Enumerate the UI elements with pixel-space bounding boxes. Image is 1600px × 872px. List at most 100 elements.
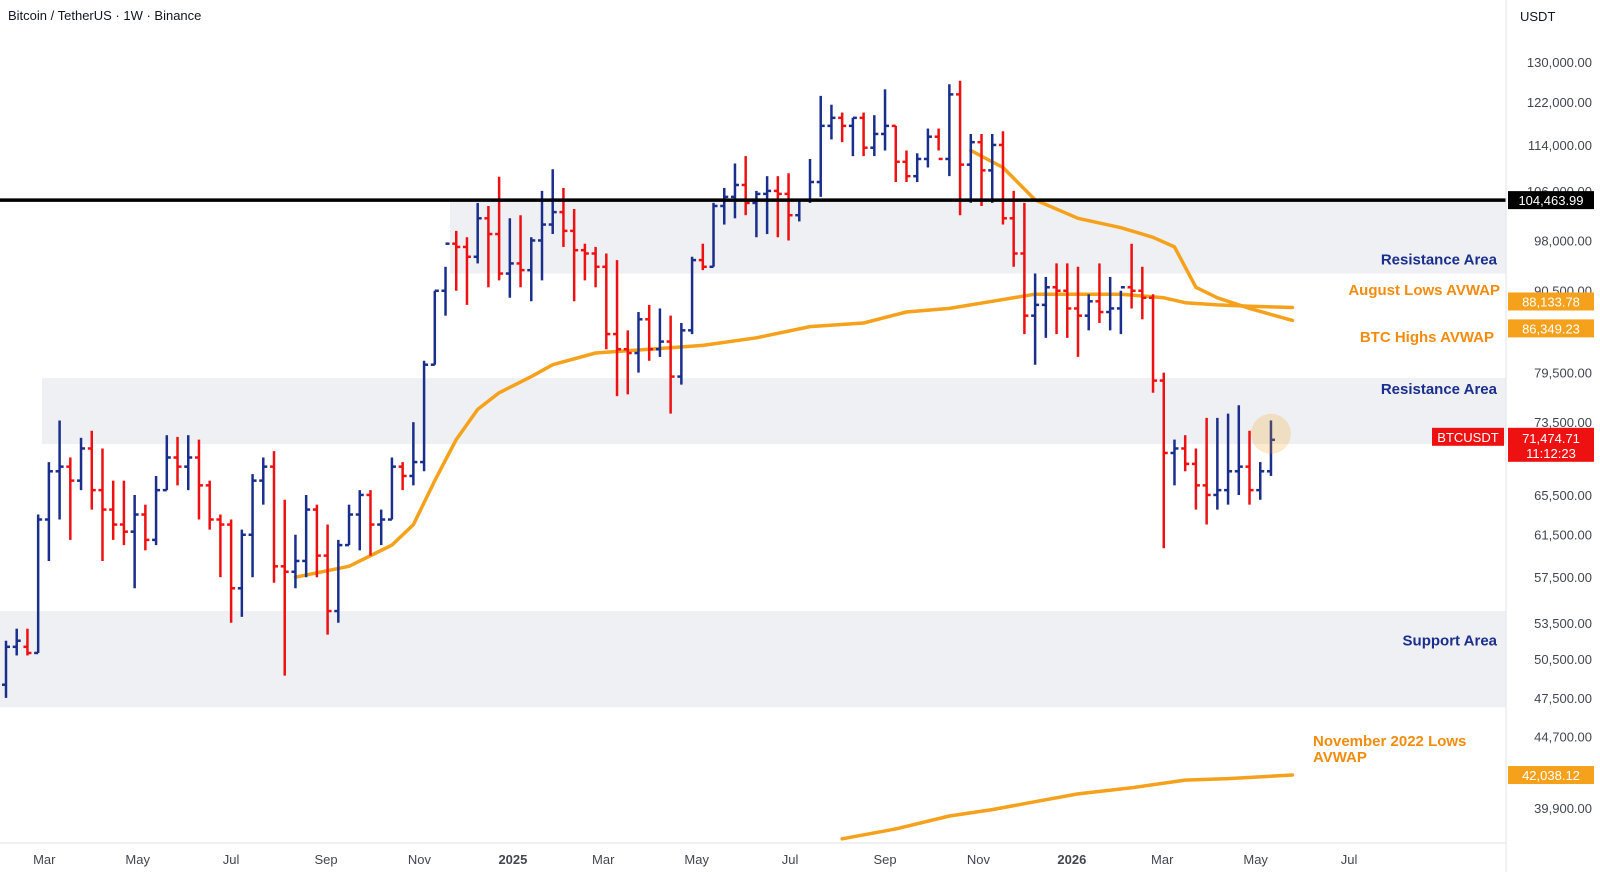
ohlc-bar [302,494,311,578]
ohlc-bar [998,131,1007,225]
ohlc-bar [1191,448,1200,510]
ohlc-bar [98,448,107,561]
ohlc-bar [623,330,632,395]
x-tick-label: 2026 [1057,852,1086,867]
zone-label-1: Resistance Area [1381,381,1498,398]
ohlc-bar [259,457,268,505]
x-tick-label: Sep [873,852,896,867]
ohlc-bar [934,128,943,161]
avwap-line-0 [969,148,1295,323]
chart-title: Bitcoin / TetherUS · 1W · Binance [8,8,202,23]
ohlc-bar [409,422,418,486]
ohlc-bar [613,260,622,397]
ohlc-bar [730,163,739,219]
ohlc-bar [441,242,450,316]
ohlc-bar [1138,266,1147,320]
ohlc-bar [763,176,772,235]
ohlc-bar [2,640,10,698]
ohlc-bar [484,205,493,288]
x-tick-label: Mar [33,852,56,867]
svg-text:88,133.78: 88,133.78 [1522,294,1580,309]
zone-0 [450,200,1506,274]
x-tick-label: Jul [1341,852,1358,867]
x-tick-label: Sep [314,852,337,867]
y-tick-label: 79,500.00 [1534,366,1592,381]
ohlc-bar [720,187,729,225]
y-tick-label: 50,500.00 [1534,652,1592,667]
ohlc-bar [570,209,579,302]
ohlc-bar [838,112,847,143]
x-tick-label: Jul [223,852,240,867]
ohlc-bar [1084,294,1093,331]
x-tick-label: Nov [408,852,432,867]
ohlc-bar [1234,405,1243,495]
ohlc-bar [55,420,64,520]
ohlc-bar [152,475,161,546]
ohlc-bar [977,133,986,206]
ohlc-bar [323,524,332,635]
zone-2 [0,611,1506,708]
ohlc-bar [387,457,396,521]
y-tick-label: 130,000.00 [1527,55,1592,70]
ohlc-bar [34,514,43,655]
ohlc-bar [741,156,750,216]
ohlc-bar [119,480,128,546]
svg-text:42,038.12: 42,038.12 [1522,768,1580,783]
annotation-layer: Resistance Area Resistance Area Support Ar… [1250,251,1504,766]
ohlc-bar [1159,372,1168,549]
svg-text:104,463.99: 104,463.99 [1518,193,1583,208]
zone-1 [42,378,1506,445]
x-tick-label: May [125,852,150,867]
ohlc-bar [881,89,890,151]
ohlc-bar [44,462,53,561]
ohlc-bar [430,289,439,366]
ohlc-bar [784,173,793,241]
ohlc-bar [377,509,386,546]
ohlc-bar [527,237,536,302]
ohlc-bar [677,322,686,385]
ohlc-bar [827,104,836,140]
ohlc-bar [923,128,932,168]
ohlc-bar [1202,417,1211,525]
ohlc-bar [1031,273,1040,365]
ohlc-bar [773,176,782,238]
ohlc-bar [312,504,321,578]
y-tick-label: 61,500.00 [1534,528,1592,543]
ohlc-bar [77,437,86,491]
ohlc-bar [173,436,182,486]
y-tick-label: 114,000.00 [1528,138,1592,153]
ohlc-bar [237,529,246,617]
y-tick-label: 65,500.00 [1534,488,1592,503]
ohlc-bar [559,187,568,247]
resistance-price-badge: 104,463.99 [1508,191,1594,210]
ohlc-bar [902,150,911,183]
svg-text:86,349.23: 86,349.23 [1522,321,1580,336]
svg-text:71,474.71: 71,474.71 [1522,431,1580,446]
ohlc-bar [420,360,429,472]
ohlc-bar [1095,263,1104,323]
avwap-price-badge: 42,038.12 [1508,766,1594,785]
ohlc-bar [538,190,546,281]
ohlc-bar [227,519,236,623]
ohlc-bar [913,153,922,183]
svg-text:11:12:23: 11:12:23 [1526,446,1576,461]
ohlc-bar [87,430,96,510]
ohlc-bar [1256,462,1265,500]
avwap-label-0: BTC Highs AVWAP [1360,329,1494,346]
ohlc-bar [859,112,868,157]
ohlc-bar [1149,294,1158,393]
ohlc-bar [366,490,375,556]
x-tick-label: 2025 [498,852,527,867]
avwap-price-badge: 88,133.78 [1508,292,1594,311]
x-tick-label: Jul [782,852,799,867]
y-tick-label: 47,500.00 [1534,691,1592,706]
ohlc-bar [398,462,407,491]
ohlc-bar [141,504,150,551]
ohlc-bar [205,480,214,530]
ohlc-bar [666,315,675,414]
ohlc-bar [505,218,514,298]
y-tick-label: 57,500.00 [1534,570,1592,585]
zone-label-2: Support Area [1403,632,1498,649]
zone-label-0: Resistance Area [1381,251,1498,268]
